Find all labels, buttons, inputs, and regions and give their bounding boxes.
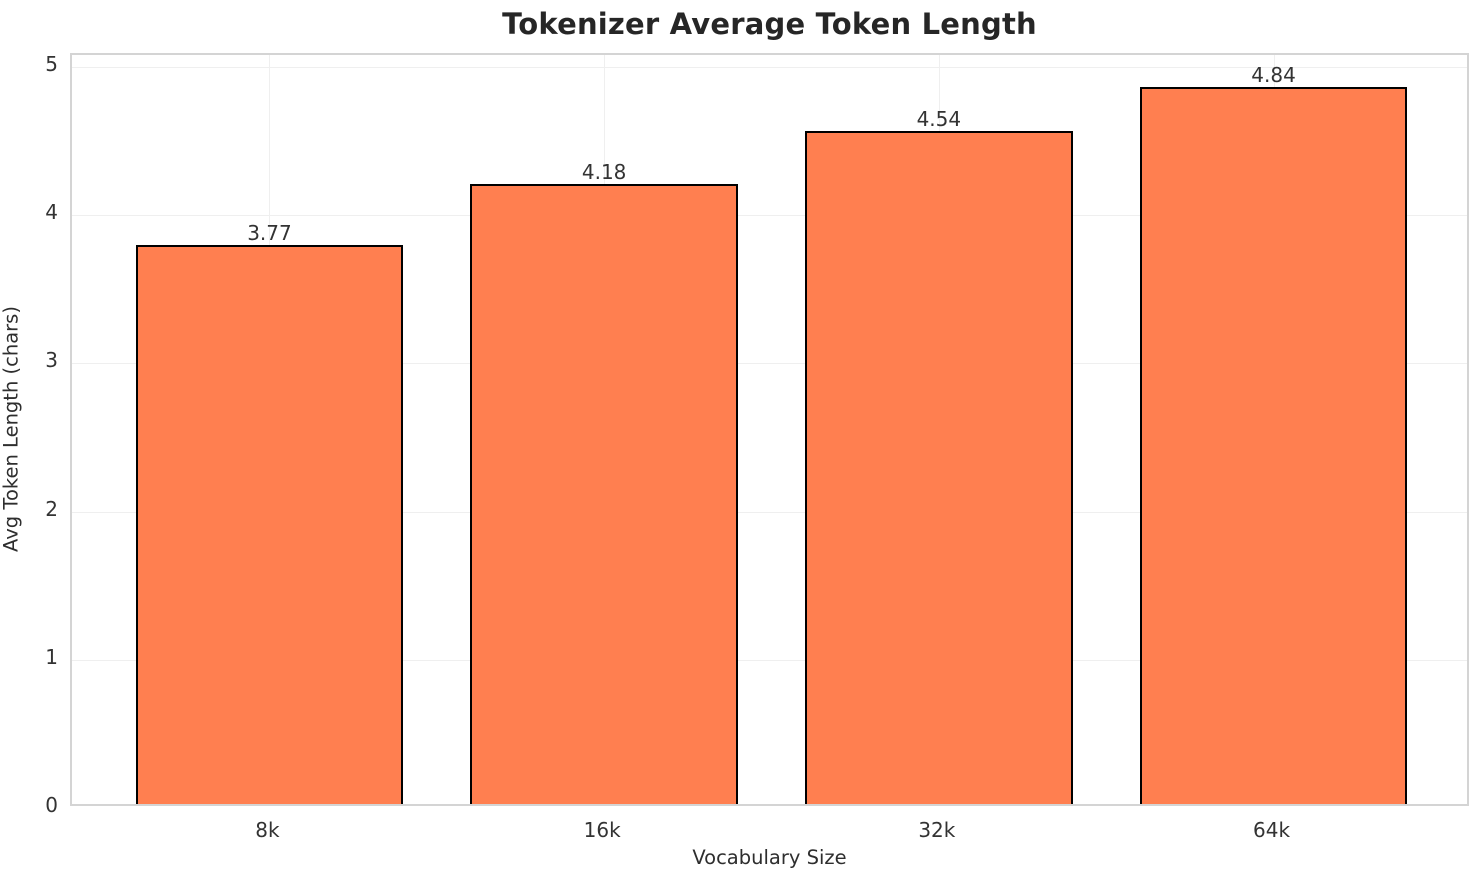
y-tick-label: 3 (45, 348, 58, 373)
y-tick-label: 1 (45, 644, 58, 669)
bar-value-label: 4.54 (916, 107, 962, 132)
y-gridline (72, 363, 1467, 365)
y-tick-label: 2 (45, 496, 58, 521)
bar-value-label: 4.18 (581, 160, 627, 185)
bar-64k (1139, 86, 1408, 804)
bar-32k (804, 131, 1073, 804)
x-tick-label: 8k (255, 818, 280, 842)
bar-8k (135, 245, 404, 804)
plot-area: 3.77 4.18 4.54 4.84 (70, 53, 1469, 806)
x-tick-label: 32k (918, 818, 956, 842)
y-gridline (72, 659, 1467, 661)
x-tick-label: 64k (1253, 818, 1291, 842)
y-axis-label: Avg Token Length (chars) (0, 306, 23, 552)
x-tick-label: 16k (583, 818, 621, 842)
y-gridline (72, 215, 1467, 217)
x-axis-label: Vocabulary Size (692, 846, 847, 869)
y-tick-label: 0 (45, 793, 58, 817)
bar-16k (470, 184, 739, 804)
bar-value-label: 4.84 (1251, 62, 1296, 87)
y-gridline (72, 511, 1467, 513)
bar-value-label: 3.77 (247, 221, 292, 246)
y-gridline (72, 66, 1467, 68)
y-tick-label: 4 (45, 200, 58, 225)
y-tick-label: 5 (45, 51, 58, 76)
chart-title: Tokenizer Average Token Length (502, 7, 1037, 41)
